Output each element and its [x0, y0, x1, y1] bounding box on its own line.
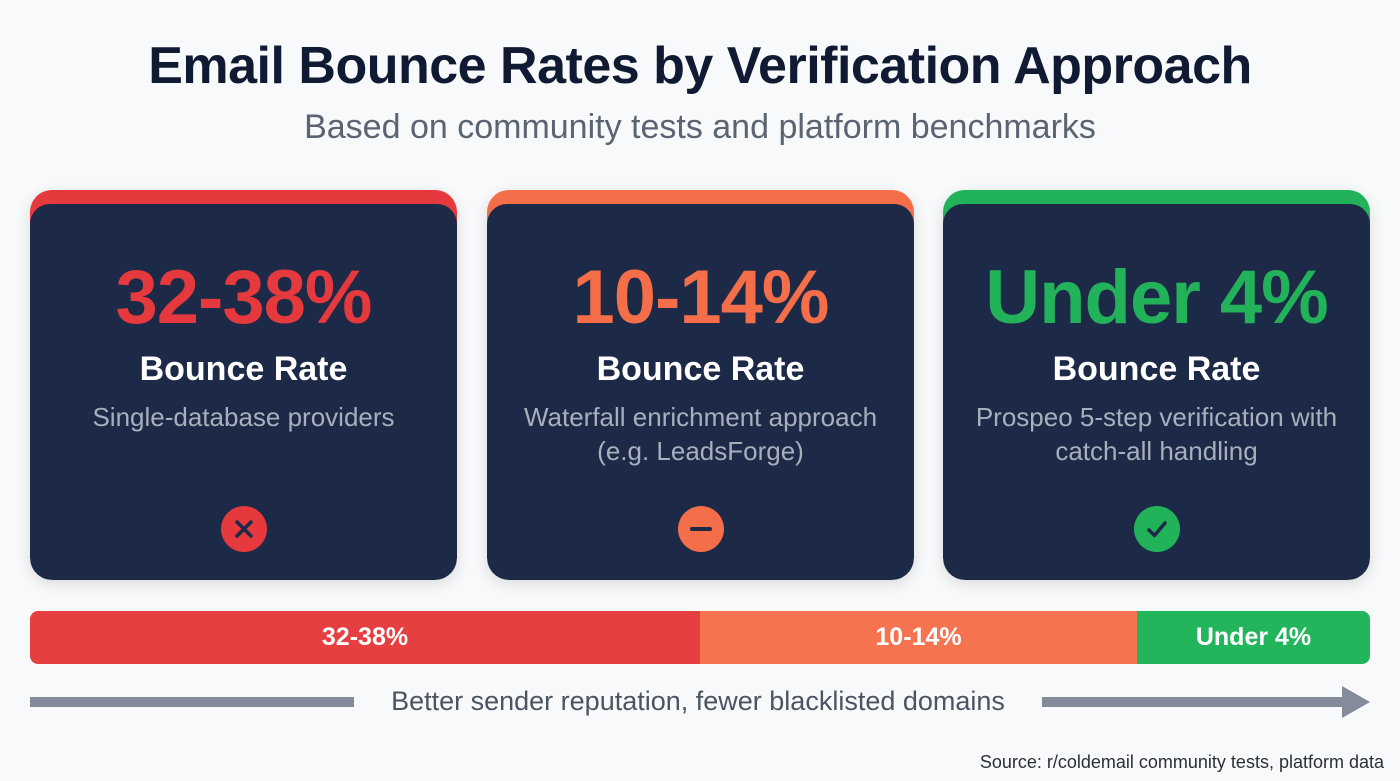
bounce-label: Bounce Rate — [596, 350, 805, 388]
card-body: Under 4% Bounce Rate Prospeo 5-step veri… — [943, 204, 1370, 580]
check-circle-icon — [1133, 506, 1180, 552]
minus-circle-icon — [677, 506, 724, 552]
arrow-label: Better sender reputation, fewer blacklis… — [391, 686, 1005, 716]
bar-segment-waterfall: 10-14% — [700, 611, 1137, 664]
card-body: 10-14% Bounce Rate Waterfall enrichment … — [487, 204, 914, 580]
card-prospeo-verification: Under 4% Bounce Rate Prospeo 5-step veri… — [943, 190, 1370, 580]
bounce-label: Bounce Rate — [1052, 350, 1261, 388]
approach-description: Prospeo 5-step verification with catch-a… — [975, 402, 1338, 466]
bounce-label: Bounce Rate — [139, 350, 348, 388]
page-subtitle: Based on community tests and platform be… — [304, 108, 1096, 146]
source-note: Source: r/coldemail community tests, pla… — [979, 752, 1384, 772]
card-waterfall-enrichment: 10-14% Bounce Rate Waterfall enrichment … — [487, 190, 914, 580]
arrow-line-left — [30, 697, 354, 707]
bounce-value: Under 4% — [985, 255, 1329, 340]
approach-description: Waterfall enrichment approach (e.g. Lead… — [523, 402, 878, 466]
bounce-value: 32-38% — [115, 255, 373, 340]
arrow-right-icon — [1342, 686, 1370, 718]
bounce-value: 10-14% — [572, 255, 830, 340]
card-single-database: 32-38% Bounce Rate Single-database provi… — [30, 190, 457, 580]
page-title: Email Bounce Rates by Verification Appro… — [148, 37, 1252, 95]
bounce-rate-bar: 32-38% 10-14% Under 4% — [30, 611, 1370, 664]
x-circle-icon — [220, 506, 267, 552]
arrow-line-right — [1042, 697, 1346, 707]
card-body: 32-38% Bounce Rate Single-database provi… — [30, 204, 457, 580]
bar-segment-single-database: 32-38% — [30, 611, 700, 664]
approach-description: Single-database providers — [92, 402, 395, 432]
bar-segment-prospeo: Under 4% — [1137, 611, 1370, 664]
